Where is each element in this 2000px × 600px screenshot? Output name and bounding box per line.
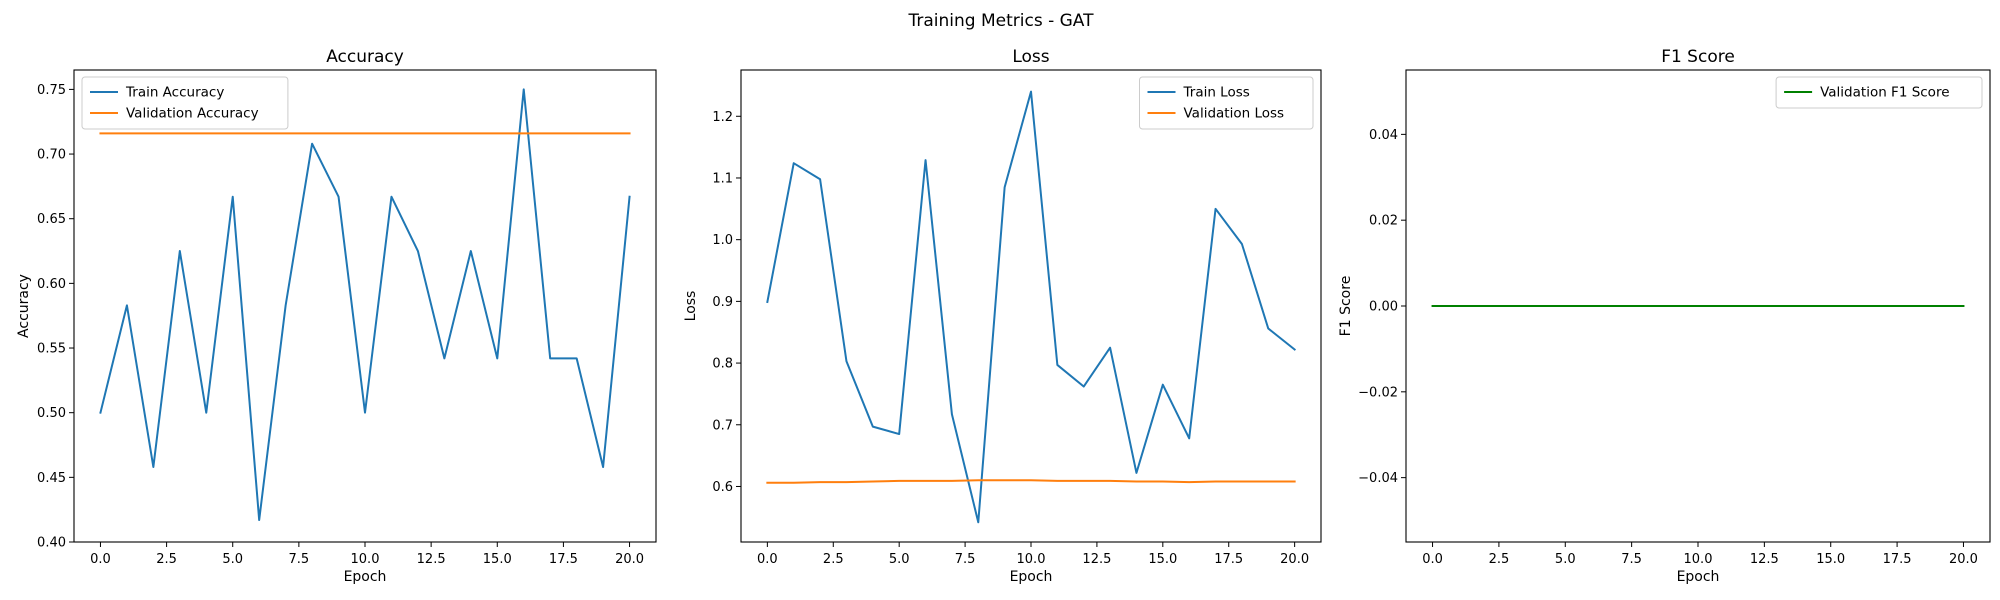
f1-xtick-label: 17.5 xyxy=(1883,552,1912,567)
loss-xtick-label: 5.0 xyxy=(889,552,910,567)
loss-ytick-label: 1.2 xyxy=(712,110,733,125)
accuracy-legend: Train Accuracy Validation Accuracy xyxy=(81,76,289,130)
accuracy-ylabel: Accuracy xyxy=(16,274,32,338)
accuracy-legend-label: Validation Accuracy xyxy=(126,106,259,122)
accuracy-xtick-label: 12.5 xyxy=(417,552,446,567)
accuracy-xlabel: Epoch xyxy=(344,569,387,585)
accuracy-xtick-label: 2.5 xyxy=(156,552,177,567)
loss-legend: Train Loss Validation Loss xyxy=(1139,76,1314,130)
accuracy-xtick-label: 7.5 xyxy=(289,552,310,567)
f1-title: F1 Score xyxy=(1661,47,1735,67)
loss-xtick-label: 20.0 xyxy=(1280,552,1309,567)
f1-xtick-label: 10.0 xyxy=(1684,552,1713,567)
accuracy-legend-label: Train Accuracy xyxy=(125,85,224,101)
loss-series-1-line xyxy=(766,479,1296,484)
accuracy-xtick-label: 0.0 xyxy=(90,552,111,567)
f1-ytick-label: 0.02 xyxy=(1369,214,1398,229)
loss-xtick-label: 17.5 xyxy=(1214,552,1243,567)
loss-xlabel: Epoch xyxy=(1010,569,1053,585)
f1-xtick-label: 0.0 xyxy=(1422,552,1443,567)
accuracy-ytick-label: 0.75 xyxy=(37,83,66,98)
loss-legend-label: Train Loss xyxy=(1183,85,1250,101)
accuracy-title: Accuracy xyxy=(326,47,404,67)
accuracy-ytick-label: 0.55 xyxy=(37,342,66,357)
f1-xlabel: Epoch xyxy=(1677,569,1720,585)
f1-xtick-label: 15.0 xyxy=(1816,552,1845,567)
loss-ytick-label: 1.1 xyxy=(712,171,733,186)
f1-xtick-label: 2.5 xyxy=(1489,552,1510,567)
f1-ytick-label: −0.04 xyxy=(1358,471,1398,486)
f1-legend-label: Validation F1 Score xyxy=(1820,85,1949,101)
f1-panel: 0.0 2.5 5.0 7.5 10.0 12.5 15.0 17.5 20.0 −0.04 −0.… xyxy=(1338,47,1991,585)
accuracy-panel: 0.0 2.5 5.0 7.5 10.0 12.5 15.0 17.5 20.0 0.40 0.45… xyxy=(16,47,657,585)
loss-xtick-label: 2.5 xyxy=(823,552,844,567)
loss-ytick-label: 1.0 xyxy=(712,233,733,248)
accuracy-series-0-line xyxy=(99,88,631,522)
f1-xtick-label: 7.5 xyxy=(1621,552,1642,567)
loss-xtick-label: 7.5 xyxy=(955,552,976,567)
accuracy-ytick-label: 0.45 xyxy=(37,471,66,486)
accuracy-xtick-label: 10.0 xyxy=(351,552,380,567)
loss-xtick-label: 0.0 xyxy=(757,552,778,567)
loss-ytick-label: 0.9 xyxy=(712,295,733,310)
f1-xtick-label: 12.5 xyxy=(1750,552,1779,567)
loss-ytick-label: 0.8 xyxy=(712,357,733,372)
accuracy-xtick-label: 15.0 xyxy=(483,552,512,567)
f1-ytick-label: −0.02 xyxy=(1358,385,1398,400)
loss-panel: 0.0 2.5 5.0 7.5 10.0 12.5 15.0 17.5 20.0 0.6 0.7 0.… xyxy=(683,47,1322,585)
f1-xtick-label: 20.0 xyxy=(1949,552,1978,567)
loss-ytick-label: 0.6 xyxy=(712,480,733,495)
f1-ytick-label: 0.00 xyxy=(1369,300,1398,315)
accuracy-plot-area xyxy=(74,70,656,542)
loss-xtick-label: 12.5 xyxy=(1082,552,1111,567)
accuracy-legend-box xyxy=(81,76,289,130)
accuracy-xtick-label: 20.0 xyxy=(615,552,644,567)
loss-plot-area xyxy=(741,70,1321,542)
loss-ylabel: Loss xyxy=(683,291,699,322)
loss-series-0-line xyxy=(766,90,1297,524)
loss-xtick-label: 10.0 xyxy=(1017,552,1046,567)
accuracy-ytick-label: 0.70 xyxy=(37,148,66,163)
f1-legend: Validation F1 Score xyxy=(1775,76,1983,109)
f1-ylabel: F1 Score xyxy=(1338,276,1354,337)
f1-legend-box xyxy=(1775,76,1983,109)
f1-ytick-label: 0.04 xyxy=(1369,128,1398,143)
figure-suptitle: Training Metrics - GAT xyxy=(908,11,1095,31)
loss-legend-label: Validation Loss xyxy=(1184,106,1285,122)
f1-xtick-label: 5.0 xyxy=(1555,552,1576,567)
accuracy-ytick-label: 0.50 xyxy=(37,406,66,421)
accuracy-ytick-label: 0.65 xyxy=(37,212,66,227)
accuracy-xtick-label: 5.0 xyxy=(222,552,243,567)
loss-xtick-label: 15.0 xyxy=(1148,552,1177,567)
accuracy-ytick-label: 0.40 xyxy=(37,536,66,551)
loss-ytick-label: 0.7 xyxy=(712,418,733,433)
loss-legend-box xyxy=(1139,76,1314,130)
accuracy-ytick-label: 0.60 xyxy=(37,277,66,292)
accuracy-xtick-label: 17.5 xyxy=(549,552,578,567)
chart-panels: 0.0 2.5 5.0 7.5 10.0 12.5 15.0 17.5 20.0 0.40 0.45… xyxy=(16,47,1991,585)
loss-title: Loss xyxy=(1012,47,1049,67)
